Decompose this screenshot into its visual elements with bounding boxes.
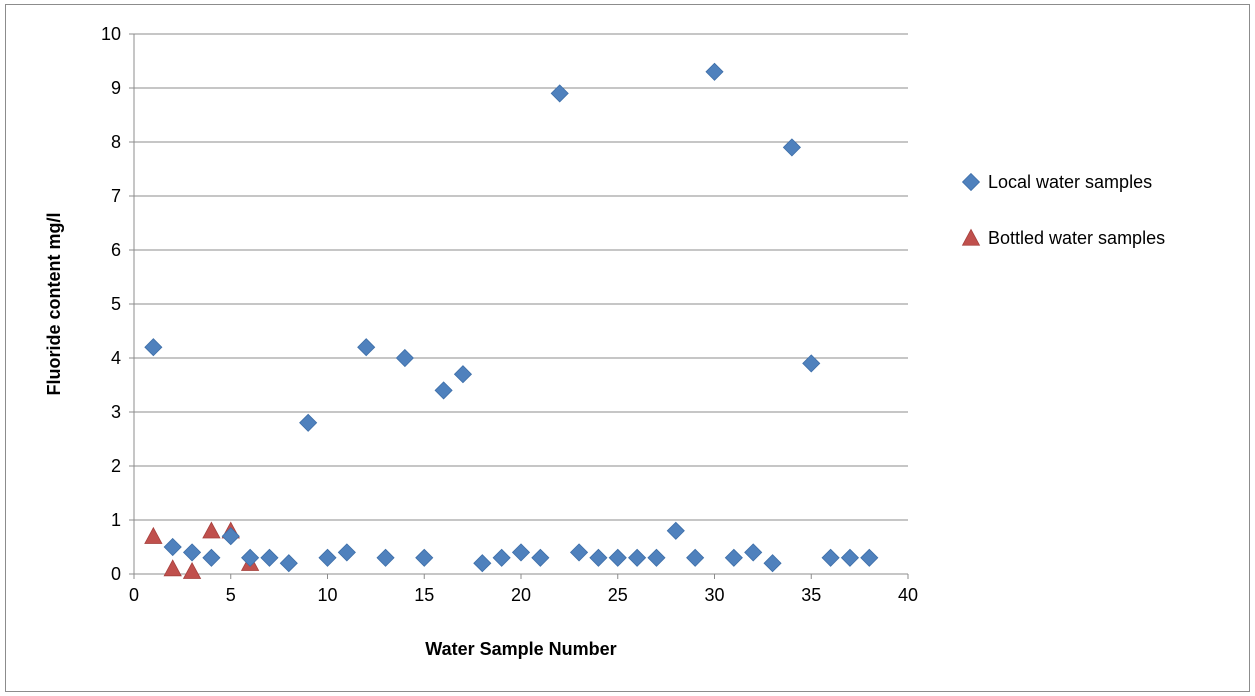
y-tick-label: 1 [111, 510, 121, 530]
local-sample-point [260, 548, 279, 567]
y-tick-label: 2 [111, 456, 121, 476]
legend-item: Bottled water samples [961, 228, 1165, 248]
local-sample-point [434, 381, 453, 400]
local-sample-point [376, 548, 395, 567]
local-sample-point [550, 84, 569, 103]
axes [129, 33, 909, 579]
series-bottled [144, 521, 260, 579]
local-sample-point [724, 548, 743, 567]
y-tick-label: 7 [111, 186, 121, 206]
local-sample-point [608, 548, 627, 567]
x-axis-title: Water Sample Number [425, 639, 616, 659]
series-local [144, 62, 879, 573]
y-tick-label: 9 [111, 78, 121, 98]
y-tick-label: 3 [111, 402, 121, 422]
x-tick-label: 30 [704, 585, 724, 605]
legend-triangle-icon [961, 228, 981, 246]
local-sample-point [821, 548, 840, 567]
local-sample-point [860, 548, 879, 567]
x-tick-label: 10 [317, 585, 337, 605]
legend-label: Local water samples [988, 172, 1152, 192]
x-tick-label: 40 [898, 585, 918, 605]
y-tick-label: 6 [111, 240, 121, 260]
y-tick-label: 5 [111, 294, 121, 314]
bottled-sample-point [202, 521, 221, 539]
x-tick-label: 5 [226, 585, 236, 605]
local-sample-point [628, 548, 647, 567]
local-sample-point [182, 543, 202, 562]
local-sample-point [569, 543, 589, 562]
local-sample-point [686, 548, 705, 567]
x-tick-label: 0 [129, 585, 139, 605]
local-sample-point [511, 543, 531, 562]
gridlines [134, 33, 908, 575]
x-tick-label: 25 [608, 585, 628, 605]
local-sample-point [666, 521, 685, 540]
bottled-sample-point [144, 526, 163, 544]
x-tick-label: 35 [801, 585, 821, 605]
x-tick-label: 15 [414, 585, 434, 605]
y-tick-label: 10 [101, 24, 121, 44]
y-tick-label: 8 [111, 132, 121, 152]
local-sample-point [647, 548, 666, 567]
local-sample-point [163, 537, 182, 557]
local-sample-point [299, 413, 318, 432]
local-sample-point [782, 138, 801, 157]
local-sample-point [744, 543, 763, 562]
local-sample-point [279, 554, 298, 573]
local-sample-point [395, 348, 414, 368]
y-axis-title: Fluoride content mg/l [44, 213, 64, 396]
legend-item: Local water samples [961, 172, 1152, 192]
chart-frame [5, 4, 1250, 692]
local-sample-point [357, 338, 376, 357]
local-sample-point [144, 338, 163, 357]
local-sample-point [705, 62, 724, 81]
local-sample-point [202, 548, 221, 567]
local-sample-point [763, 554, 782, 573]
local-sample-point [589, 548, 608, 567]
y-tick-label: 0 [111, 564, 121, 584]
local-sample-point [802, 354, 821, 373]
legend-diamond-icon [961, 172, 981, 192]
local-sample-point [221, 527, 240, 546]
local-sample-point [531, 548, 550, 567]
x-tick-labels: 0 5 10 15 20 25 30 35 40 [129, 585, 918, 605]
data-markers [144, 62, 879, 579]
local-sample-point [453, 365, 473, 384]
y-tick-label: 4 [111, 348, 121, 368]
bottled-sample-point [163, 559, 182, 577]
local-sample-point [241, 548, 260, 567]
local-sample-point [415, 548, 434, 567]
x-tick-label: 20 [511, 585, 531, 605]
local-sample-point [318, 548, 337, 567]
legend: Local water samples Bottled water samples [961, 172, 1165, 248]
legend-label: Bottled water samples [988, 228, 1165, 248]
local-sample-point [473, 554, 492, 573]
bottled-sample-point [182, 561, 202, 579]
y-tick-labels: 0 1 2 3 4 5 6 7 8 9 10 [101, 24, 121, 584]
local-sample-point [337, 543, 356, 562]
local-sample-point [492, 548, 511, 567]
local-sample-point [840, 548, 860, 567]
